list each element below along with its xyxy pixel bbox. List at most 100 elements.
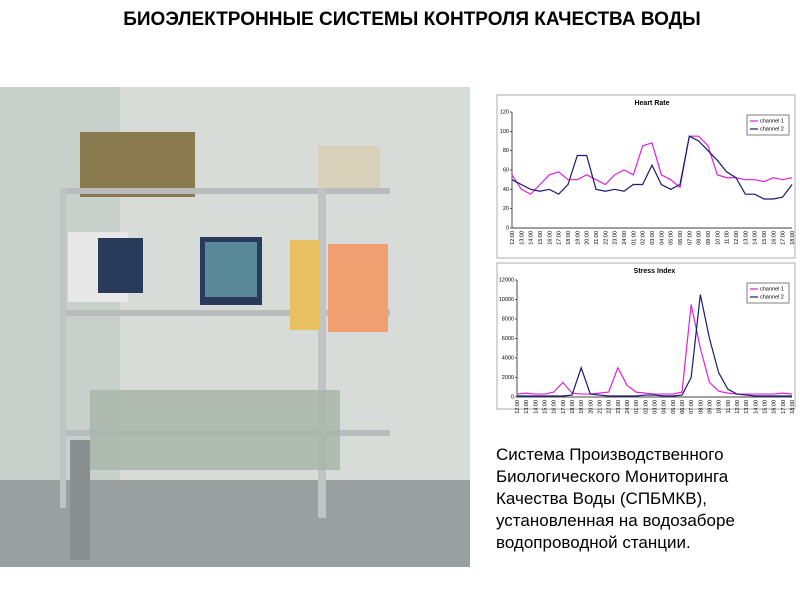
x-tick-label: 21:00 [598,400,604,414]
x-tick-label: 07:00 [687,231,693,245]
x-tick-label: 11:00 [725,231,731,244]
x-tick-label: 18:00 [790,400,796,414]
x-tick-label: 17:00 [781,400,787,414]
data-line [516,304,793,395]
x-tick-label: 16:00 [771,231,777,245]
y-tick-label: 40 [503,187,509,193]
x-tick-label: 11:00 [726,400,732,413]
x-tick-label: 02:00 [641,231,647,245]
x-tick-label: 22:00 [607,400,613,414]
x-tick-label: 13:00 [744,400,750,414]
y-tick-label: 12000 [499,277,514,283]
x-tick-label: 16:00 [547,231,553,245]
x-tick-label: 23:00 [613,231,619,245]
x-tick-label: 19:00 [575,231,581,245]
x-tick-label: 14:00 [529,231,535,245]
x-tick-label: 05:00 [669,231,675,245]
caption: Система Производственного Биологического … [496,444,796,554]
chart-title: Heart Rate [634,100,669,107]
x-tick-label: 16:00 [772,400,778,414]
x-tick-label: 17:00 [557,231,563,245]
x-tick-label: 12:00 [515,400,521,414]
legend-box [746,282,790,304]
x-tick-label: 04:00 [662,400,668,414]
x-tick-label: 15:00 [538,231,544,245]
y-tick-label: 2000 [502,375,514,381]
y-tick-label: 4000 [502,355,514,361]
chart-frame [496,262,796,410]
x-tick-label: 03:00 [650,231,656,245]
y-tick-label: 10000 [499,297,514,303]
x-tick-label: 19:00 [579,400,585,414]
x-tick-label: 10:00 [717,400,723,414]
x-tick-label: 20:00 [585,231,591,245]
caption-line: водопроводной станции. [496,533,691,552]
x-tick-label: 05:00 [671,400,677,414]
x-tick-label: 18:00 [566,231,572,245]
y-tick-label: 0 [511,394,514,400]
caption-line: Качества Воды (СПБМКВ), [496,489,707,508]
x-tick-label: 06:00 [680,400,686,414]
x-tick-label: 01:00 [631,231,637,245]
legend-label: channel 2 [760,294,784,300]
photo [0,87,470,567]
legend-label: channel 1 [760,286,784,292]
x-tick-label: 13:00 [524,400,530,414]
y-tick-label: 8000 [502,316,514,322]
x-tick-label: 18:00 [570,400,576,414]
y-tick-label: 0 [506,225,509,231]
chart-title: Stress Index [634,268,676,275]
legend-label: channel 2 [760,126,784,132]
caption-line: Биологического Мониторинга [496,467,729,486]
x-tick-label: 23:00 [616,400,622,414]
slide-title: БИОЭЛЕКТРОННЫЕ СИСТЕМЫ КОНТРОЛЯ КАЧЕСТВА… [123,9,701,30]
x-tick-label: 18:00 [790,231,796,245]
x-tick-label: 15:00 [762,231,768,245]
data-line [517,294,792,397]
x-tick-label: 08:00 [698,400,704,414]
x-tick-label: 03:00 [653,400,659,414]
x-tick-label: 13:00 [519,231,525,245]
x-tick-label: 08:00 [697,231,703,245]
caption-line: Система Производственного [496,445,724,464]
x-tick-label: 20:00 [588,400,594,414]
data-line [511,135,793,195]
y-tick-label: 100 [500,129,509,135]
y-tick-label: 60 [503,167,509,173]
x-tick-label: 12:00 [734,231,740,245]
x-tick-label: 17:00 [781,231,787,245]
y-tick-label: 20 [503,206,509,212]
x-tick-label: 15:00 [543,400,549,414]
x-tick-label: 12:00 [510,231,516,245]
x-tick-label: 17:00 [561,400,567,414]
x-tick-label: 14:00 [753,231,759,245]
y-tick-label: 80 [503,148,509,154]
data-line [511,135,793,200]
x-tick-label: 09:00 [706,231,712,245]
x-tick-label: 22:00 [603,231,609,245]
x-tick-label: 10:00 [715,231,721,245]
y-tick-label: 6000 [502,336,514,342]
x-tick-label: 01:00 [634,400,640,414]
x-tick-label: 09:00 [708,400,714,414]
x-tick-label: 21:00 [594,231,600,245]
x-tick-label: 06:00 [678,231,684,245]
x-tick-label: 24:00 [625,400,631,414]
x-tick-label: 14:00 [533,400,539,414]
x-tick-label: 15:00 [763,400,769,414]
x-tick-label: 02:00 [643,400,649,414]
caption-line: установленная на водозаборе [496,511,735,530]
legend-box [746,114,790,136]
x-tick-label: 24:00 [622,231,628,245]
x-tick-label: 04:00 [659,231,665,245]
x-tick-label: 07:00 [689,400,695,414]
legend-label: channel 1 [760,118,784,124]
x-tick-label: 12:00 [735,400,741,414]
x-tick-label: 16:00 [552,400,558,414]
x-tick-label: 13:00 [743,231,749,245]
x-tick-label: 14:00 [753,400,759,414]
y-tick-label: 120 [500,109,509,115]
